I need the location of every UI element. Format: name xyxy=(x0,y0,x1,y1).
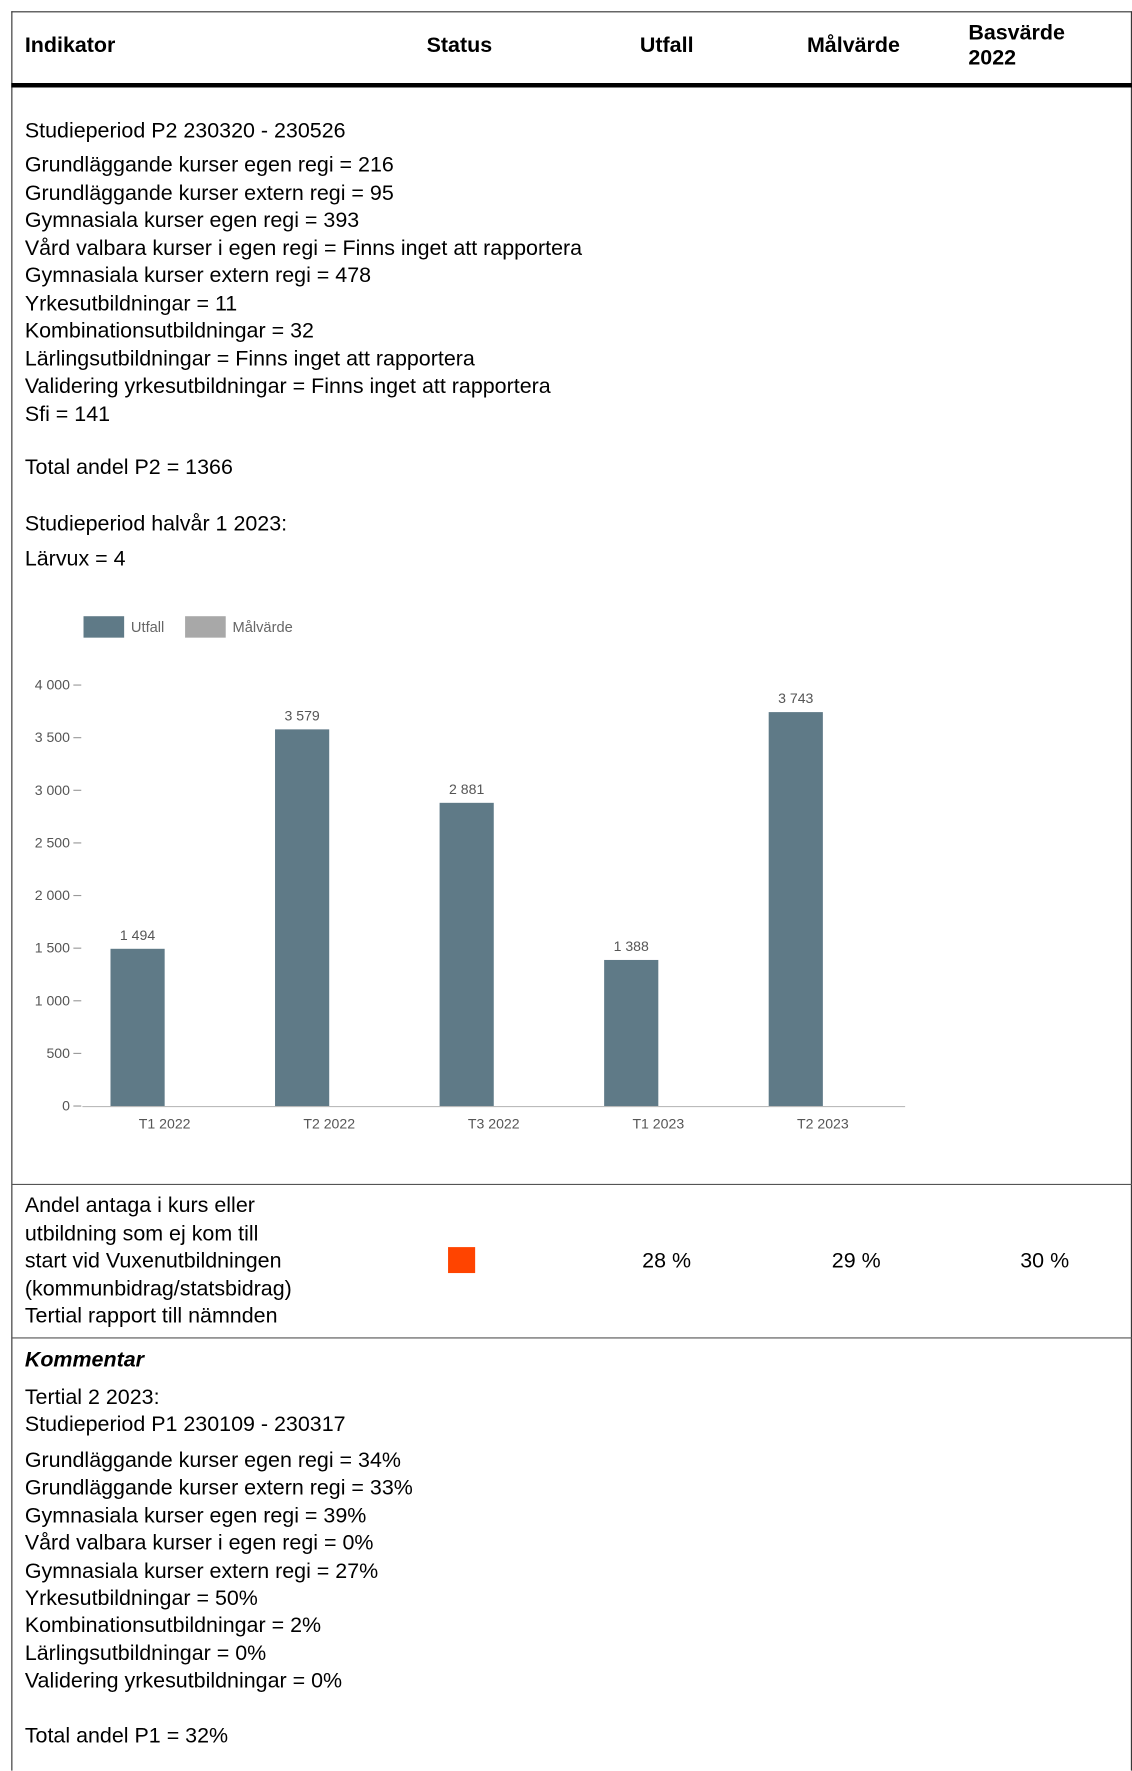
text-line: Sfi = 141 xyxy=(24,402,111,427)
x-tick-label: T3 2022 xyxy=(468,1116,520,1132)
text-line: Gymnasiala kurser egen regi = 393 xyxy=(24,208,360,233)
data-label: 1 494 xyxy=(120,927,155,943)
column-header: Målvärde xyxy=(806,33,900,58)
indicator-line: (kommunbidrag/statsbidrag) xyxy=(24,1277,292,1301)
text-line: Lärvux = 4 xyxy=(24,547,126,572)
comment-line: Total andel P1 = 32% xyxy=(24,1724,229,1749)
y-tick-label: 0 xyxy=(62,1098,70,1114)
x-tick-label: T1 2022 xyxy=(139,1116,191,1132)
text-line: Grundläggande kurser egen regi = 216 xyxy=(24,153,394,178)
comment-line: Kombinationsutbildningar = 2% xyxy=(24,1614,322,1639)
x-tick-label: T2 2022 xyxy=(303,1116,355,1132)
status-indicator xyxy=(448,1247,476,1274)
y-tick-label: 2 500 xyxy=(35,834,70,850)
bar xyxy=(110,948,165,1107)
comment-line: Grundläggande kurser egen regi = 34% xyxy=(24,1449,401,1473)
x-tick-label: T1 2023 xyxy=(632,1116,684,1132)
text-line: Grundläggande kurser extern regi = 95 xyxy=(24,181,394,205)
column-header: Basvärde 2022 xyxy=(968,21,1065,70)
comment-line: Tertial 2 2023: xyxy=(24,1385,160,1410)
y-tick-label: 3 000 xyxy=(35,782,70,798)
malvarde-value: 29 % xyxy=(831,1249,881,1274)
y-tick-label: 3 500 xyxy=(35,729,70,745)
comment-line: Validering yrkesutbildningar = 0% xyxy=(24,1669,343,1694)
column-header: Status xyxy=(426,33,493,58)
indicator-line: start vid Vuxenutbildningen xyxy=(24,1249,282,1274)
bar xyxy=(439,802,494,1107)
text-line: Yrkesutbildningar = 11 xyxy=(24,291,238,316)
comment-line: Gymnasiala kurser egen regi = 39% xyxy=(24,1504,367,1528)
comment-line: Lärlingsutbildningar = 0% xyxy=(24,1641,267,1666)
y-tick-label: 1 500 xyxy=(35,940,70,956)
legend-swatch xyxy=(83,616,125,638)
text-line: Total andel P2 = 1366 xyxy=(24,455,233,480)
basvarde-value: 30 % xyxy=(1020,1249,1070,1274)
data-label: 3 743 xyxy=(778,690,813,706)
bar xyxy=(768,712,823,1107)
column-header: Indikator xyxy=(24,33,116,58)
legend-label: Målvärde xyxy=(232,620,292,636)
y-tick-label: 1 000 xyxy=(35,992,70,1008)
indicator-line: utbildning som ej kom till xyxy=(24,1221,259,1246)
data-label: 3 579 xyxy=(284,707,319,723)
comment-line: Studieperiod P1 230109 - 230317 xyxy=(24,1413,346,1437)
text-line: Vård valbara kurser i egen regi = Finns … xyxy=(24,236,583,261)
text-line: Validering yrkesutbildningar = Finns ing… xyxy=(24,374,551,399)
comment-line: Grundläggande kurser extern regi = 33% xyxy=(24,1476,413,1501)
y-tick-label: 500 xyxy=(46,1045,70,1061)
indicator-line: Andel antaga i kurs eller xyxy=(24,1194,255,1218)
text-line: Gymnasiala kurser extern regi = 478 xyxy=(24,264,372,288)
legend-label: Utfall xyxy=(131,620,164,636)
text-line: Lärlingsutbildningar = Finns inget att r… xyxy=(24,347,475,371)
bar xyxy=(275,729,330,1107)
comment-line: Yrkesutbildningar = 50% xyxy=(24,1586,258,1611)
utfall-value: 28 % xyxy=(642,1249,692,1274)
column-header: Utfall xyxy=(639,33,694,58)
y-tick-label: 4 000 xyxy=(35,677,70,693)
legend-swatch xyxy=(185,616,226,638)
comment-line: Gymnasiala kurser extern regi = 27% xyxy=(24,1559,379,1583)
text-line: Kombinationsutbildningar = 32 xyxy=(24,319,314,344)
data-label: 1 388 xyxy=(614,938,649,954)
text-line: Studieperiod P2 230320 - 230526 xyxy=(24,119,346,144)
comment-line: Vård valbara kurser i egen regi = 0% xyxy=(24,1531,374,1556)
indicator-line: Tertial rapport till nämnden xyxy=(24,1304,278,1329)
x-tick-label: T2 2023 xyxy=(797,1116,849,1132)
data-label: 2 881 xyxy=(449,781,484,797)
text-line: Studieperiod halvår 1 2023: xyxy=(24,512,288,537)
bar xyxy=(604,959,659,1107)
y-tick-label: 2 000 xyxy=(35,887,70,903)
comment-title: Kommentar xyxy=(24,1348,144,1373)
